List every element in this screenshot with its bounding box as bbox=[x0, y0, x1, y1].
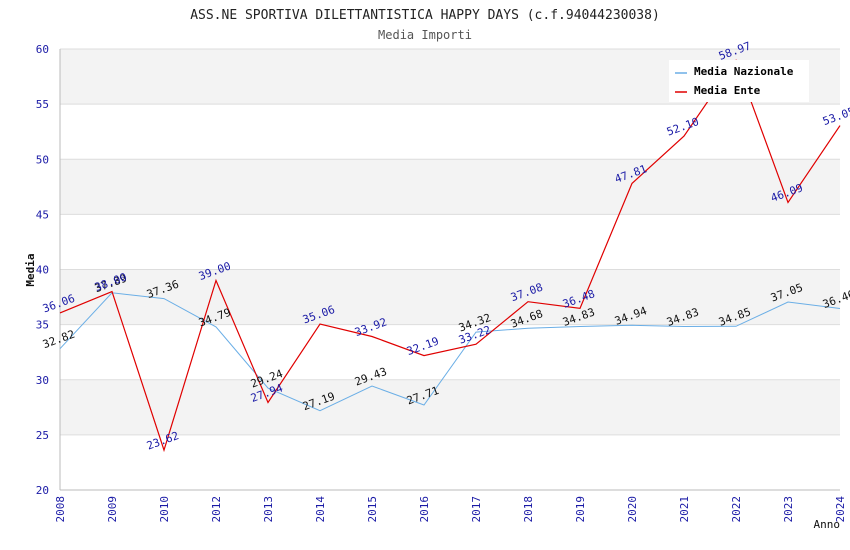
y-tick-label: 40 bbox=[36, 264, 49, 277]
x-tick-label: 2015 bbox=[366, 496, 379, 523]
legend-box bbox=[669, 60, 809, 102]
y-tick-label: 35 bbox=[36, 319, 49, 332]
x-tick-label: 2020 bbox=[626, 496, 639, 523]
data-label: 52.10 bbox=[665, 115, 701, 139]
y-tick-label: 20 bbox=[36, 484, 49, 497]
x-tick-label: 2024 bbox=[834, 496, 847, 523]
chart-title: ASS.NE SPORTIVA DILETTANTISTICA HAPPY DA… bbox=[190, 8, 660, 23]
x-tick-label: 2009 bbox=[106, 496, 119, 523]
chart-subtitle: Media Importi bbox=[378, 28, 472, 42]
x-tick-label: 2023 bbox=[782, 496, 795, 523]
x-tick-label: 2010 bbox=[158, 496, 171, 523]
y-tick-label: 30 bbox=[36, 374, 49, 387]
x-axis-label: Anno bbox=[814, 518, 841, 531]
x-tick-label: 2022 bbox=[730, 496, 743, 523]
legend-label-media-ente: Media Ente bbox=[694, 84, 761, 97]
legend-label-media-nazionale: Media Nazionale bbox=[694, 65, 794, 78]
legend: Media Nazionale Media Ente bbox=[669, 60, 809, 102]
x-tick-label: 2013 bbox=[262, 496, 275, 523]
x-tick-labels: 2008 2009 2010 2012 2013 2014 2015 2016 2017 2018… bbox=[54, 496, 847, 523]
x-tick-label: 2008 bbox=[54, 496, 67, 523]
x-tick-label: 2017 bbox=[470, 496, 483, 523]
grid-band bbox=[60, 379, 840, 435]
y-tick-label: 45 bbox=[36, 208, 49, 221]
series-line-media-nazionale bbox=[59, 292, 841, 412]
x-tick-label: 2018 bbox=[522, 496, 535, 523]
y-tick-labels: 20 25 30 35 40 45 50 55 60 bbox=[36, 43, 49, 497]
y-tick-label: 25 bbox=[36, 429, 49, 442]
x-tick-label: 2012 bbox=[210, 496, 223, 523]
grid-bands bbox=[60, 49, 840, 435]
x-tick-label: 2016 bbox=[418, 496, 431, 523]
y-tick-label: 60 bbox=[36, 43, 49, 56]
grid-band bbox=[60, 269, 840, 325]
y-tick-label: 55 bbox=[36, 98, 49, 111]
x-tick-label: 2014 bbox=[314, 496, 327, 523]
data-label: 53.05 bbox=[821, 105, 850, 129]
x-tick-label: 2021 bbox=[678, 496, 691, 523]
y-axis-label: Media bbox=[24, 253, 37, 286]
x-tick-label: 2019 bbox=[574, 496, 587, 523]
grid-band bbox=[60, 159, 840, 215]
y-tick-label: 50 bbox=[36, 153, 49, 166]
